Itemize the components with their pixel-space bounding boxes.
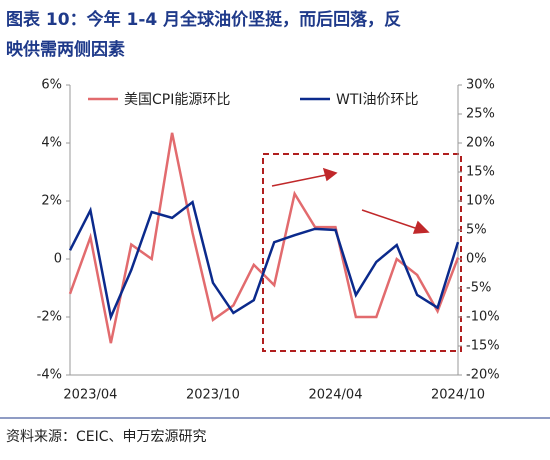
highlight-box [262,153,462,352]
y-tick-label: -2% [37,310,62,325]
y2-tick-label: -10% [466,310,500,325]
x-tick-label: 2024/10 [431,388,485,403]
y-tick-label: 2% [41,194,62,209]
y2-tick-label: 25% [466,107,495,122]
legend-label: WTI油价环比 [336,92,419,108]
chart-title: 图表 10：今年 1-4 月全球油价坚挺，而后回落，反 [6,9,401,30]
y2-tick-label: 10% [466,194,495,209]
y2-tick-label: 20% [466,136,495,151]
y2-tick-label: -5% [466,281,491,296]
line-series [68,132,460,344]
x-tick-label: 2023/10 [186,388,240,403]
y2-tick-label: -20% [466,368,500,383]
x-tick-label: 2024/04 [308,388,362,403]
y2-tick-label: -15% [466,339,500,354]
arrow [271,167,430,234]
y-tick-label: -4% [37,368,62,383]
y2-tick-label: 0% [466,252,487,267]
y-tick-label: 6% [41,78,62,93]
x-tick-label: 2023/04 [63,388,117,403]
legend-label: 美国CPI能源环比 [124,92,230,108]
y2-tick-label: 5% [466,223,487,238]
y-tick-label: 4% [41,136,62,151]
y2-tick-label: 30% [466,78,495,93]
chart-subtitle: 映供需两侧因素 [6,39,125,60]
source: 资料来源：CEIC、申万宏源研究 [6,429,207,445]
line-series [68,200,460,322]
y-tick-label: 0 [54,252,62,267]
y2-tick-label: 15% [466,165,495,180]
